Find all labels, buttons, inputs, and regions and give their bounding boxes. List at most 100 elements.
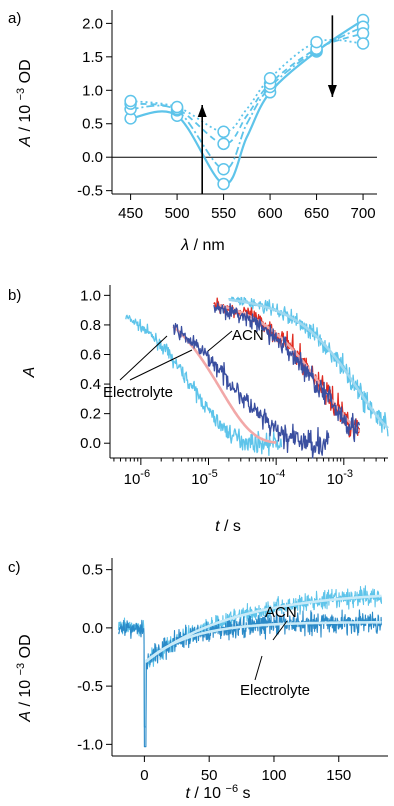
panel-b-xlabel: t / s xyxy=(215,518,241,535)
panel-c-label: c) xyxy=(8,559,21,576)
panel-b-series-line xyxy=(172,322,330,459)
panel-c-ytick-label: 0.0 xyxy=(82,620,103,637)
panel-c-xtick-label: 150 xyxy=(326,767,351,784)
panel-a-series-line xyxy=(130,19,364,186)
panel-a-arrow-head xyxy=(327,84,337,97)
panel-c-acn-label: ACN xyxy=(265,604,297,621)
panel-a-xlabel-symbol: λ xyxy=(180,237,189,254)
panel-c: c) -1.0 -0.5 0.0 0.5 0 50 100 150 ACN Electroly… xyxy=(8,558,388,802)
panel-a-ylabel-unit-pre: / 10 xyxy=(17,105,34,132)
panel-b-acn-leader xyxy=(207,330,233,352)
panel-a-xtick-label: 550 xyxy=(211,205,236,222)
panel-b-xtick-exp: -6 xyxy=(140,468,150,480)
panel-b-ytick-label: 0.0 xyxy=(80,435,101,452)
panel-a-ylabel-exp: −3 xyxy=(15,88,27,101)
panel-a-data-point xyxy=(217,177,230,191)
panel-b: b) 0.0 0.2 0.4 0.6 0.8 1.0 10-6 10-5 10-4 10-3 AC… xyxy=(8,285,389,535)
panel-a-xtick-label: 650 xyxy=(304,205,329,222)
panel-c-ytick-label: -1.0 xyxy=(77,736,103,753)
panel-c-ylabel-exp: −3 xyxy=(15,663,27,676)
panel-a-data-point xyxy=(124,94,137,108)
panel-a: a) -0.5 0.0 0.5 1.0 1.5 2.0 450 500 550 600 650 700… xyxy=(8,10,377,254)
panel-b-xtick-label: 10-6 xyxy=(124,468,150,488)
panel-a-label: a) xyxy=(8,10,21,27)
panel-a-xlabel: λ / nm xyxy=(180,237,224,254)
panel-a-xlabel-unit: / nm xyxy=(194,237,225,254)
panel-b-series xyxy=(125,296,389,459)
panel-c-ytick-label: -0.5 xyxy=(77,678,103,695)
panel-c-series-line xyxy=(117,609,383,748)
panel-a-data-point xyxy=(217,125,230,139)
panel-a-ytick-label: 2.0 xyxy=(82,15,103,32)
panel-c-xlabel-symbol: t xyxy=(185,785,190,802)
panel-b-label: b) xyxy=(8,287,21,304)
panel-c-ylabel-unit-pre: / 10 xyxy=(17,680,34,707)
panel-c-electrolyte-leader xyxy=(254,655,263,681)
panel-c-xtick-label: 100 xyxy=(261,767,286,784)
panel-a-arrows xyxy=(197,15,337,194)
panel-a-series-line xyxy=(130,32,364,145)
panel-b-xtick-label: 10-4 xyxy=(259,468,285,488)
panel-b-xtick-exp: -4 xyxy=(276,468,286,480)
panel-b-series-line xyxy=(172,325,277,444)
panel-c-ylabel-symbol: A xyxy=(17,711,34,723)
panel-b-ylabel: A xyxy=(21,367,38,379)
panel-a-xtick-label: 450 xyxy=(118,205,143,222)
panel-a-xtick-label: 600 xyxy=(258,205,283,222)
panel-a-ylabel-unit-post: OD xyxy=(17,59,34,83)
panel-a-data-point xyxy=(217,162,230,176)
panel-c-xtick-label: 50 xyxy=(201,767,218,784)
panel-c-ytick-label: 0.5 xyxy=(82,562,103,579)
panel-c-fit-line xyxy=(144,594,382,663)
panel-c-electrolyte-label: Electrolyte xyxy=(240,682,310,699)
panel-b-series-line xyxy=(228,298,389,430)
panel-c-xlabel: t / 10 −6 s xyxy=(185,779,250,802)
panel-c-ylabel: A / 10 −3 OD xyxy=(11,634,34,722)
panel-a-series xyxy=(124,13,370,191)
panel-b-annotations: ACN Electrolyte xyxy=(103,327,264,401)
panel-b-xtick-exp: -3 xyxy=(343,468,353,480)
panel-c-annotations: ACN Electrolyte xyxy=(240,604,310,699)
panel-a-xtick-label: 500 xyxy=(165,205,190,222)
panel-c-xlabel-unit-post: s xyxy=(243,785,251,802)
panel-c-series xyxy=(117,585,383,748)
panel-b-axes: 0.0 0.2 0.4 0.6 0.8 1.0 10-6 10-5 10-4 10-3 xyxy=(80,285,388,488)
panel-c-ylabel-unit-post: OD xyxy=(17,634,34,658)
panel-b-ytick-label: 0.2 xyxy=(80,406,101,423)
panel-b-xtick-label: 10-3 xyxy=(327,468,353,488)
panel-a-xtick-label: 700 xyxy=(351,205,376,222)
panel-b-acn-label: ACN xyxy=(232,327,264,344)
panel-b-ytick-label: 0.4 xyxy=(80,376,101,393)
panel-b-ytick-label: 0.6 xyxy=(80,346,101,363)
panel-a-data-point xyxy=(263,71,277,85)
panel-a-ylabel: A / 10 −3 OD xyxy=(11,59,34,147)
panel-a-data-point xyxy=(356,37,370,50)
panel-a-axes: -0.5 0.0 0.5 1.0 1.5 2.0 450 500 550 600 650 700 xyxy=(77,10,377,222)
panel-a-data-point xyxy=(310,35,323,49)
panel-a-ytick-label: 0.5 xyxy=(82,116,103,133)
panel-a-ytick-label: 1.0 xyxy=(82,82,103,99)
panel-c-xtick-label: 0 xyxy=(140,767,148,784)
panel-a-data-point xyxy=(170,100,184,114)
panel-c-fit-line xyxy=(144,621,382,663)
panel-c-axes: -1.0 -0.5 0.0 0.5 0 50 100 150 xyxy=(77,558,388,784)
panel-b-electrolyte-label: Electrolyte xyxy=(103,384,173,401)
panel-a-ytick-label: -0.5 xyxy=(77,183,103,200)
panel-b-xlabel-unit: / s xyxy=(224,518,241,535)
panel-b-xlabel-symbol: t xyxy=(215,518,220,535)
panel-c-xlabel-unit-pre: / 10 xyxy=(194,785,221,802)
panel-b-electrolyte-leader-1 xyxy=(119,335,168,381)
panel-b-xtick-label: 10-5 xyxy=(191,468,217,488)
panel-c-acn-leader xyxy=(272,620,288,641)
panel-b-series-line xyxy=(213,302,361,443)
panel-b-electrolyte-leader-2 xyxy=(129,349,193,381)
panel-a-arrow-head xyxy=(197,105,207,118)
panel-b-ytick-label: 1.0 xyxy=(80,287,101,304)
panel-b-ytick-label: 0.8 xyxy=(80,317,101,334)
panel-a-ytick-label: 0.0 xyxy=(82,149,103,166)
panel-c-xlabel-exp: −6 xyxy=(226,783,239,795)
panel-a-series-line xyxy=(130,25,364,171)
panel-a-ylabel-symbol: A xyxy=(17,136,34,148)
panel-a-ytick-label: 1.5 xyxy=(82,49,103,66)
